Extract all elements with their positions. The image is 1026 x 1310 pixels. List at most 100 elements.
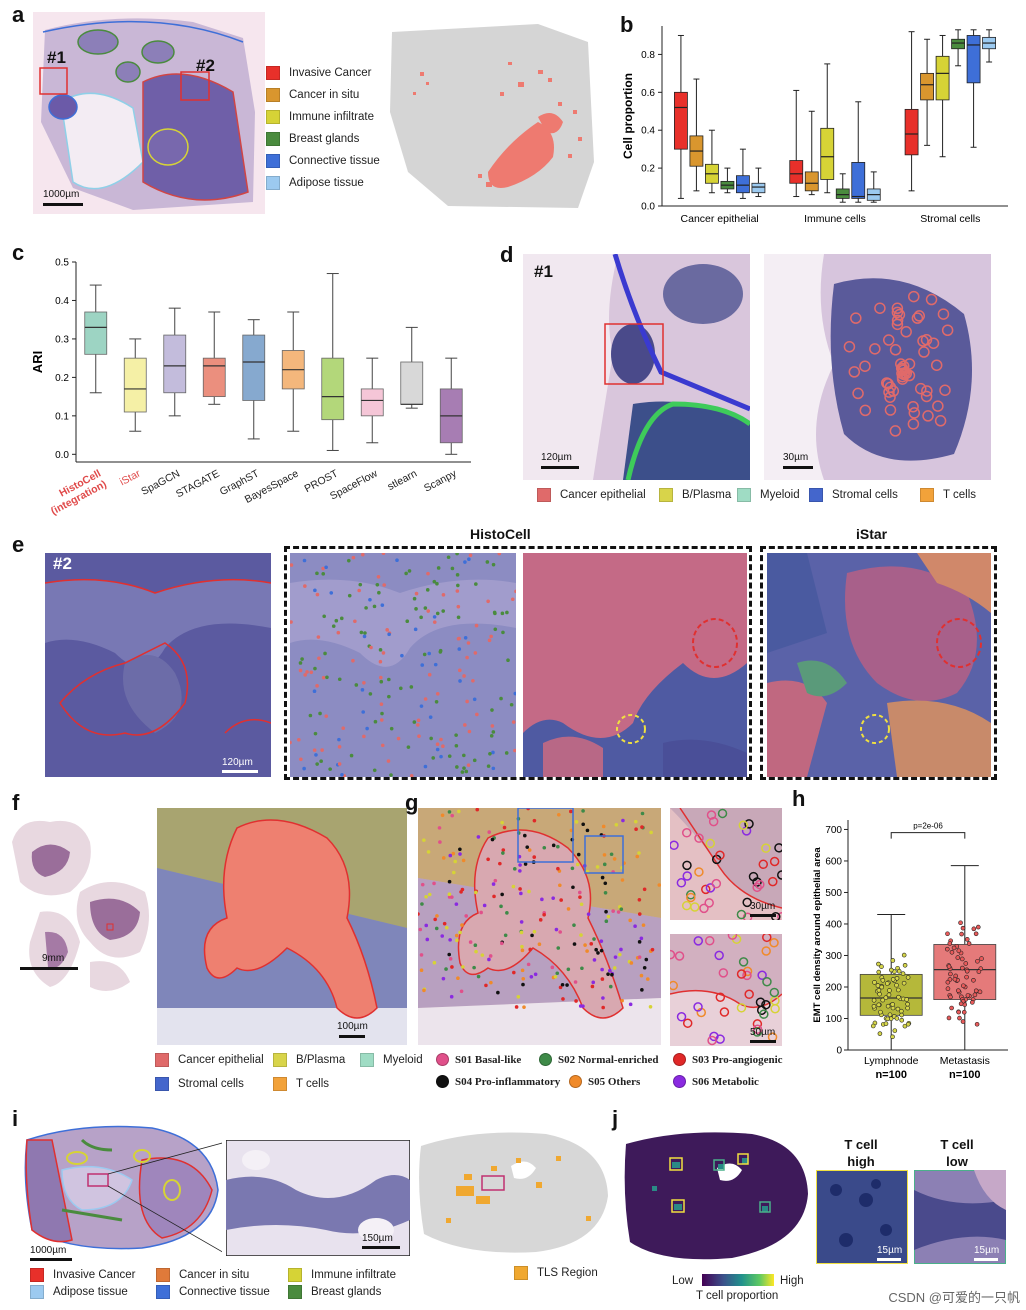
cell-marker: [395, 558, 399, 563]
box-0: [84, 311, 108, 355]
data-point: [899, 1017, 905, 1023]
cell-marker: [706, 810, 717, 820]
cell-marker: [596, 951, 600, 955]
panel-g-state-map: [418, 808, 661, 1045]
panel-i-scalebar-left: [30, 1258, 72, 1261]
data-point: [901, 952, 907, 958]
cell-marker: [321, 675, 326, 680]
cell-marker: [433, 662, 438, 667]
cell-marker: [314, 753, 318, 757]
data-point: [905, 1005, 910, 1011]
cell-marker: [313, 666, 317, 671]
data-point: [888, 967, 894, 973]
cell-marker: [455, 553, 459, 556]
cell-marker: [758, 859, 769, 870]
data-point: [879, 964, 884, 969]
cell-marker: [571, 885, 575, 890]
cell-marker: [648, 1005, 653, 1009]
cell-marker: [939, 384, 951, 396]
cell-marker: [426, 609, 431, 613]
cell-marker: [360, 553, 365, 557]
y-tick-label: 100: [825, 1014, 842, 1025]
data-point: [964, 974, 969, 980]
box-1: [123, 357, 147, 413]
cell-marker: [346, 558, 351, 563]
cell-marker: [377, 590, 381, 595]
cell-marker: [448, 957, 453, 961]
cell-marker: [601, 996, 605, 1000]
cell-marker: [447, 754, 452, 758]
cell-marker: [407, 569, 412, 573]
data-point: [875, 983, 881, 988]
cell-marker: [423, 697, 428, 701]
cell-marker: [941, 324, 954, 337]
cell-marker: [704, 898, 714, 908]
data-point: [905, 1021, 911, 1027]
box-connective-tissue: [736, 175, 750, 194]
cell-marker: [742, 966, 753, 977]
data-point: [959, 931, 964, 937]
cell-marker: [337, 762, 342, 766]
cell-marker: [585, 828, 590, 833]
panel-label-a: a: [12, 2, 25, 27]
panel-i-tls-map: [419, 1132, 608, 1253]
panel-f-scalebar-left: [20, 967, 78, 970]
box-invasive-cancer: [674, 91, 688, 150]
legend-label: Adipose tissue: [289, 177, 364, 189]
cell-marker: [490, 724, 495, 728]
panel-e-scalebar-label: 120µm: [222, 757, 253, 768]
cell-marker: [419, 968, 424, 973]
cell-marker: [620, 998, 624, 1003]
cell-marker: [379, 675, 383, 680]
cell-marker: [435, 611, 440, 616]
cell-marker: [500, 892, 504, 897]
cell-marker: [752, 882, 762, 893]
cell-marker: [454, 902, 459, 906]
cell-marker: [465, 655, 469, 660]
cell-marker: [462, 674, 466, 678]
cell-marker: [694, 867, 704, 877]
cell-marker: [676, 878, 687, 888]
cell-marker: [441, 744, 445, 749]
y-tick-label: 0: [836, 1046, 842, 1057]
cell-marker: [372, 604, 377, 609]
cell-marker: [774, 843, 782, 853]
data-point: [902, 1023, 908, 1029]
box-connective-tissue: [851, 162, 866, 199]
cell-marker: [448, 853, 453, 858]
cell-marker: [889, 425, 902, 437]
data-point: [876, 1002, 882, 1008]
legend-label: S06 Metabolic: [692, 1075, 759, 1088]
cell-marker: [581, 809, 585, 813]
legend-label: T cells: [943, 489, 977, 501]
data-point: [970, 1000, 975, 1005]
legend-label: T cells: [296, 1078, 330, 1090]
box-metastasis: [933, 944, 997, 1000]
cell-marker: [616, 910, 621, 914]
cell-marker: [347, 593, 352, 598]
panel-j-colorbar-high: High: [780, 1275, 804, 1287]
legend-dot-normal-enriched: [539, 1053, 552, 1066]
legend-label: Adipose tissue: [53, 1286, 128, 1298]
y-tick-label: 0.3: [55, 334, 69, 345]
cell-marker: [520, 948, 525, 953]
cell-marker: [387, 677, 391, 682]
cell-marker: [633, 819, 638, 824]
data-point: [944, 946, 950, 952]
cell-marker: [464, 914, 469, 918]
legend-dot-pro-angiogenic: [673, 1053, 686, 1066]
panel-g-scalebar-top: [750, 914, 776, 917]
cell-marker: [380, 603, 385, 607]
cell-marker: [523, 862, 528, 866]
y-axis-label: ARI: [30, 351, 45, 373]
cell-marker: [446, 555, 451, 560]
cell-marker: [309, 670, 314, 675]
cell-marker: [586, 912, 591, 916]
cell-marker: [412, 720, 417, 724]
x-tick-label-group: STAGATE: [174, 468, 222, 501]
legend-label: S02 Normal-enriched: [558, 1053, 659, 1066]
cell-marker: [427, 651, 432, 656]
box-breast-glands: [951, 38, 965, 50]
cell-marker: [681, 900, 692, 911]
cell-marker: [566, 967, 571, 972]
